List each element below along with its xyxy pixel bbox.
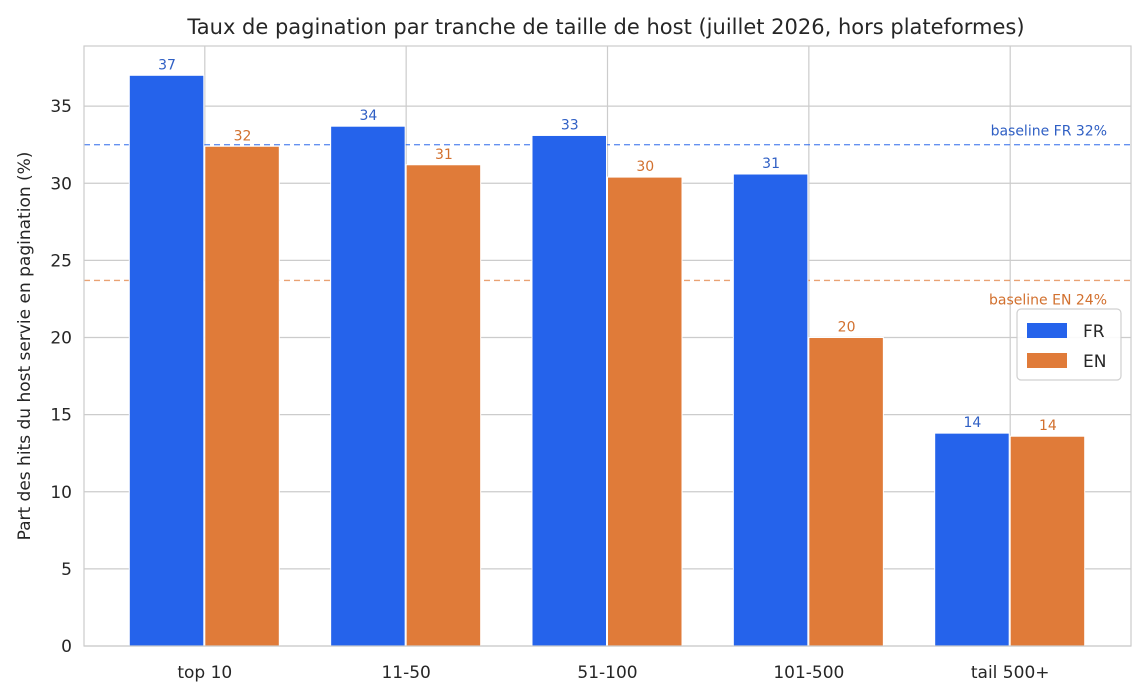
y-tick-label: 5 [61,560,72,580]
bar-fr [934,432,1010,647]
chart-title: Taux de pagination par tranche de taille… [186,15,1024,39]
bar-fr [732,173,809,647]
y-axis-label: Part des hits du host servie en paginati… [15,152,35,541]
x-tick-label: 101-500 [773,663,844,683]
legend-label-en: EN [1083,352,1106,372]
bar-en [204,145,280,647]
bar-value-label: 20 [838,320,856,336]
legend-label-fr: FR [1083,322,1105,342]
x-tick-label: 11-50 [381,663,430,683]
y-tick-label: 20 [50,329,72,349]
bar-value-label: 14 [1039,418,1057,434]
y-tick-label: 0 [61,637,72,657]
bar-fr [128,74,205,647]
bar-fr [330,125,406,647]
bar-en [607,176,683,647]
legend: FR EN [1016,308,1122,381]
bar-value-label: 33 [561,117,579,133]
bar-value-label: 30 [636,159,654,175]
bar-value-label: 31 [762,156,780,172]
bar-value-label: 31 [435,147,453,163]
x-tick-label: tail 500+ [971,663,1050,683]
bar-en [808,337,884,647]
bar-value-label: 37 [158,57,176,73]
baseline-label: baseline FR 32% [991,124,1107,140]
plot-border [83,45,1132,647]
y-tick-label: 10 [50,483,72,503]
bar-value-label: 34 [359,108,377,124]
bar-en [1009,435,1086,647]
bar-fr [531,134,607,647]
x-tick-label: top 10 [177,663,232,683]
x-tick-label: 51-100 [577,663,637,683]
y-tick-label: 30 [50,174,72,194]
y-tick-label: 15 [50,406,72,426]
y-tick-label: 35 [50,97,72,117]
bar-value-label: 32 [234,128,252,144]
baseline-label: baseline EN 24% [989,292,1107,308]
y-tick-label: 25 [50,251,72,271]
legend-swatch-fr [1027,323,1067,338]
bar-en [405,164,482,647]
plot-area: 0 5 10 15 20 25 30 35 37 34 33 31 14 32 31 30 20 14 baseli… [50,45,1132,683]
bar-value-label: 14 [964,415,982,431]
legend-swatch-en [1027,353,1067,368]
